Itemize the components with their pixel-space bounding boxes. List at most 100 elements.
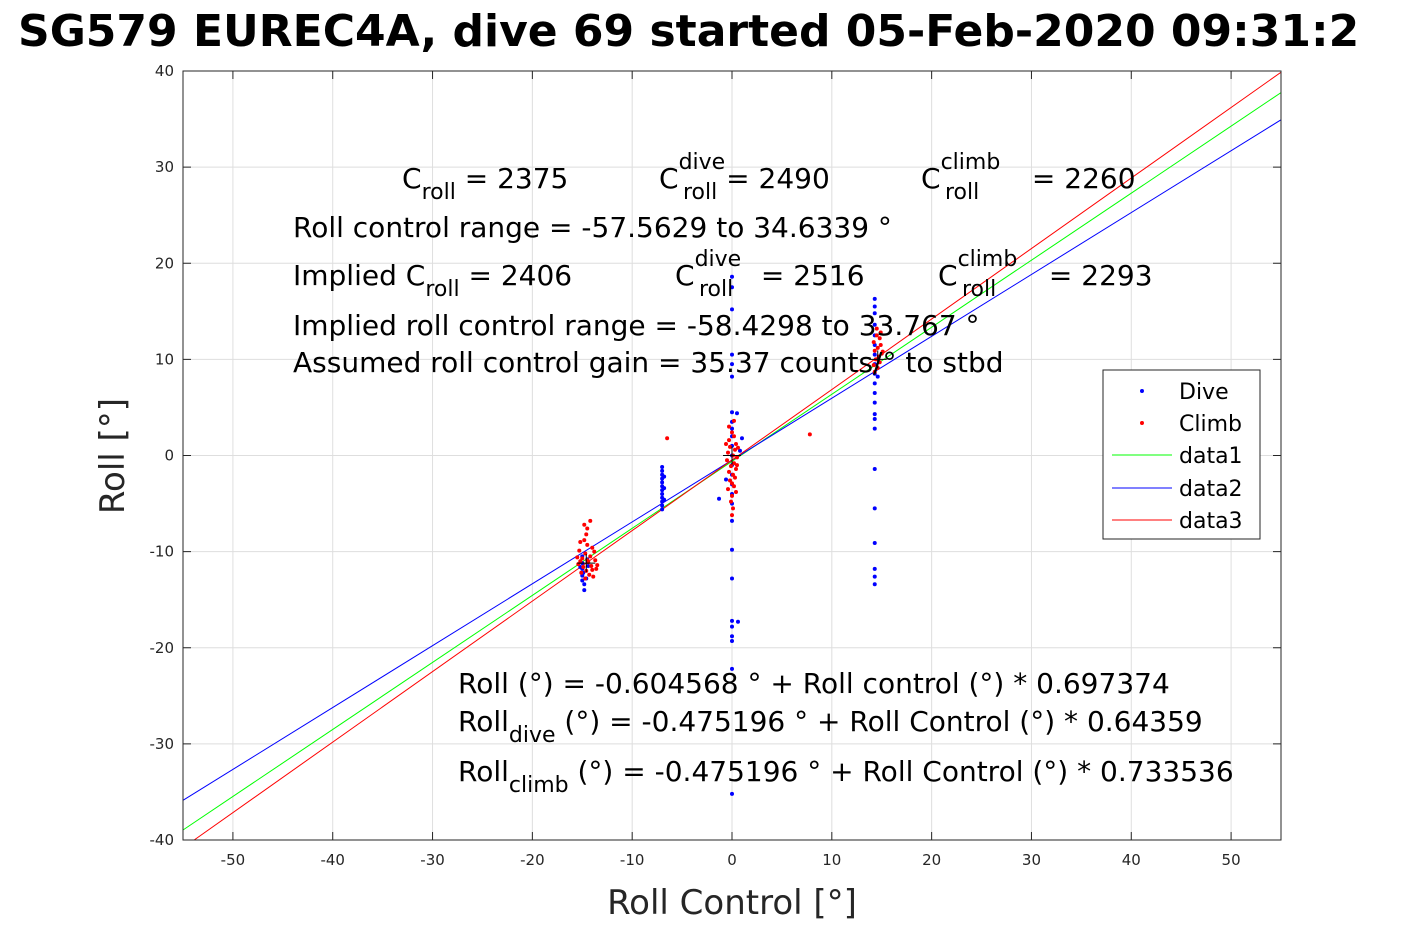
climb-point — [730, 493, 734, 498]
climb-point — [575, 555, 580, 560]
dive-point — [872, 381, 877, 386]
x-tick-label: 10 — [822, 851, 841, 869]
dive-point — [872, 466, 877, 471]
annotation-roll-control-range: Roll control range = -57.5629 to 34.6339… — [293, 211, 892, 244]
legend-label-data3: data3 — [1179, 509, 1243, 534]
dive-point — [730, 410, 734, 415]
climb-point — [724, 441, 729, 446]
legend: Dive Climb data1 data2 data3 — [1102, 369, 1261, 540]
x-tick-label: -20 — [520, 851, 545, 869]
climb-point — [734, 463, 739, 468]
legend-label-data2: data2 — [1179, 477, 1243, 502]
climb-point — [735, 445, 740, 450]
dive-point — [582, 582, 587, 587]
climb-point — [594, 566, 599, 571]
climb-point — [588, 554, 593, 559]
x-tick-label: 40 — [1122, 851, 1141, 869]
dive-point — [660, 507, 665, 512]
annotation-croll: Croll = 2375 — [402, 162, 568, 205]
climb-point — [872, 348, 877, 353]
x-axis-label: Roll Control [°] — [607, 883, 857, 923]
climb-point — [584, 532, 589, 537]
y-tick-label: 20 — [155, 254, 174, 272]
climb-point — [579, 570, 584, 575]
climb-point — [734, 455, 739, 460]
climb-point — [875, 345, 880, 350]
climb-point — [730, 472, 735, 477]
dive-point — [660, 465, 665, 470]
data-points — [575, 274, 885, 796]
dive-point — [730, 352, 734, 357]
y-axis-label: Roll [°] — [93, 398, 133, 514]
climb-point — [583, 576, 588, 581]
dive-point — [872, 391, 877, 396]
y-tick-label: -10 — [150, 543, 175, 561]
climb-point — [582, 522, 587, 527]
chart-title: SG579 EUREC4A, dive 69 started 05-Feb-20… — [18, 6, 1359, 57]
annotation-implied-croll-dive: Cdive roll = 2516 — [675, 247, 865, 302]
y-tick-label: 10 — [155, 350, 174, 368]
dive-point — [872, 506, 877, 511]
climb-point — [726, 487, 731, 492]
y-tick-label: 30 — [155, 158, 174, 176]
dive-point — [730, 285, 734, 290]
dive-point — [872, 582, 877, 587]
climb-point — [595, 563, 600, 568]
climb-point — [878, 330, 883, 335]
dive-point — [872, 352, 877, 357]
climb-point — [592, 549, 597, 554]
dive-point — [730, 274, 734, 279]
dive-point — [872, 566, 877, 571]
dive-point — [660, 491, 665, 496]
dive-point — [730, 666, 734, 671]
x-tick-label: -10 — [620, 851, 645, 869]
dive-point — [735, 619, 740, 624]
y-tick-label: 0 — [164, 447, 174, 465]
dive-point — [872, 412, 877, 417]
climb-point — [807, 432, 812, 437]
climb-point — [589, 564, 594, 569]
climb-point — [732, 447, 737, 452]
dive-point — [872, 296, 877, 301]
dive-point — [730, 547, 734, 552]
annotation-implied-croll-climb: Cclimb roll = 2293 — [938, 247, 1153, 302]
x-tick-label: 0 — [727, 851, 737, 869]
dive-point — [872, 400, 877, 405]
climb-point — [880, 349, 885, 354]
climb-point — [726, 450, 731, 455]
climb-point — [874, 333, 879, 338]
dive-point — [872, 574, 877, 579]
climb-point — [731, 461, 736, 466]
climb-point — [731, 434, 736, 439]
climb-point — [578, 559, 583, 564]
dive-point — [872, 540, 877, 545]
climb-point — [733, 441, 738, 446]
dive-point — [586, 564, 591, 569]
climb-point — [730, 506, 735, 511]
x-tick-label: -40 — [320, 851, 345, 869]
dive-point — [872, 426, 877, 431]
dive-point — [739, 436, 744, 441]
plus-markers — [577, 350, 887, 573]
annotation-fit-all: Roll (°) = -0.604568 ° + Roll control (°… — [458, 667, 1170, 700]
dive-point — [730, 426, 734, 431]
climb-point — [733, 466, 738, 471]
dive-point — [660, 468, 665, 473]
y-tick-label: 40 — [155, 62, 174, 80]
x-tick-label: -50 — [221, 851, 246, 869]
y-tick-label: -20 — [150, 639, 175, 657]
climb-point — [727, 469, 732, 474]
climb-point — [729, 464, 734, 469]
climb-point — [732, 475, 737, 480]
legend-label-climb: Climb — [1179, 412, 1242, 437]
climb-point — [577, 548, 582, 553]
climb-point — [585, 526, 590, 531]
legend-marker-climb — [1140, 421, 1144, 425]
climb-point — [728, 478, 733, 483]
climb-point — [730, 513, 734, 518]
climb-point — [581, 565, 586, 570]
dive-point — [578, 565, 583, 570]
annotation-implied-range: Implied roll control range = -58.4298 to… — [293, 309, 980, 342]
climb-point — [727, 438, 732, 443]
